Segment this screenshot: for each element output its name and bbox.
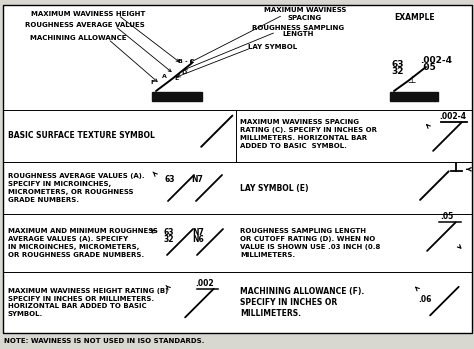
Text: ROUGHNESS SAMPLING
LENGTH: ROUGHNESS SAMPLING LENGTH bbox=[252, 24, 344, 37]
Text: ROUGHNESS AVERAGE VALUES: ROUGHNESS AVERAGE VALUES bbox=[25, 22, 145, 28]
Text: .002-4: .002-4 bbox=[420, 56, 452, 65]
Text: 63: 63 bbox=[392, 60, 404, 69]
Text: A: A bbox=[162, 74, 167, 79]
Text: .06: .06 bbox=[419, 295, 432, 304]
Text: ROUGHNESS AVERAGE VALUES (A).
SPECIFY IN MICROINCHES,
MICROMETERS, OR ROUGHNESS
: ROUGHNESS AVERAGE VALUES (A). SPECIFY IN… bbox=[8, 173, 145, 203]
Text: F: F bbox=[151, 81, 155, 86]
Text: MAXIMUM WAVINESS
SPACING: MAXIMUM WAVINESS SPACING bbox=[264, 7, 346, 21]
Text: E: E bbox=[174, 76, 178, 82]
Text: 63: 63 bbox=[164, 175, 175, 184]
Text: BASIC SURFACE TEXTURE SYMBOL: BASIC SURFACE TEXTURE SYMBOL bbox=[8, 132, 155, 141]
Text: MAXIMUM WAVINESS HEIGHT: MAXIMUM WAVINESS HEIGHT bbox=[31, 11, 145, 17]
Text: EXAMPLE: EXAMPLE bbox=[395, 13, 435, 22]
Bar bbox=[390, 92, 438, 101]
Text: LAY SYMBOL: LAY SYMBOL bbox=[248, 44, 298, 50]
Text: N6: N6 bbox=[192, 235, 204, 244]
Text: N7: N7 bbox=[192, 228, 204, 237]
Text: N7: N7 bbox=[191, 175, 203, 184]
Text: MACHINING ALLOWANCE (F).
SPECIFY IN INCHES OR
MILLIMETERS.: MACHINING ALLOWANCE (F). SPECIFY IN INCH… bbox=[240, 287, 364, 318]
Text: .05: .05 bbox=[440, 212, 454, 221]
Text: .05: .05 bbox=[420, 63, 436, 72]
Text: .002-4: .002-4 bbox=[439, 112, 466, 121]
Text: NOTE: WAVINESS IS NOT USED IN ISO STANDARDS.: NOTE: WAVINESS IS NOT USED IN ISO STANDA… bbox=[4, 338, 204, 344]
Text: MAXIMUM WAVINESS HEIGHT RATING (B)
SPECIFY IN INCHES OR MILLIMETERS.
HORIZONTAL : MAXIMUM WAVINESS HEIGHT RATING (B) SPECI… bbox=[8, 288, 168, 317]
Text: 63: 63 bbox=[164, 228, 174, 237]
Text: D: D bbox=[181, 69, 186, 74]
Text: ⊥: ⊥ bbox=[407, 75, 415, 85]
Text: .002: .002 bbox=[196, 279, 214, 288]
Text: MAXIMUM WAVINESS SPACING
RATING (C). SPECIFY IN INCHES OR
MILLIMETERS. HORIZONTA: MAXIMUM WAVINESS SPACING RATING (C). SPE… bbox=[240, 119, 377, 149]
Text: MAXIMUM AND MINIMUM ROUGHNESS
AVERAGE VALUES (A). SPECIFY
IN MICROINCHES, MICROM: MAXIMUM AND MINIMUM ROUGHNESS AVERAGE VA… bbox=[8, 228, 158, 258]
Text: ROUGHNESS SAMPLING LENGTH
OR CUTOFF RATING (D). WHEN NO
VALUE IS SHOWN USE .03 I: ROUGHNESS SAMPLING LENGTH OR CUTOFF RATI… bbox=[240, 228, 380, 258]
Text: 32: 32 bbox=[164, 235, 174, 244]
Text: 32: 32 bbox=[392, 67, 404, 76]
Text: LAY SYMBOL (E): LAY SYMBOL (E) bbox=[240, 184, 309, 193]
Text: B - C: B - C bbox=[178, 59, 194, 64]
Text: MACHINING ALLOWANCE: MACHINING ALLOWANCE bbox=[30, 35, 126, 41]
Bar bbox=[152, 92, 202, 101]
